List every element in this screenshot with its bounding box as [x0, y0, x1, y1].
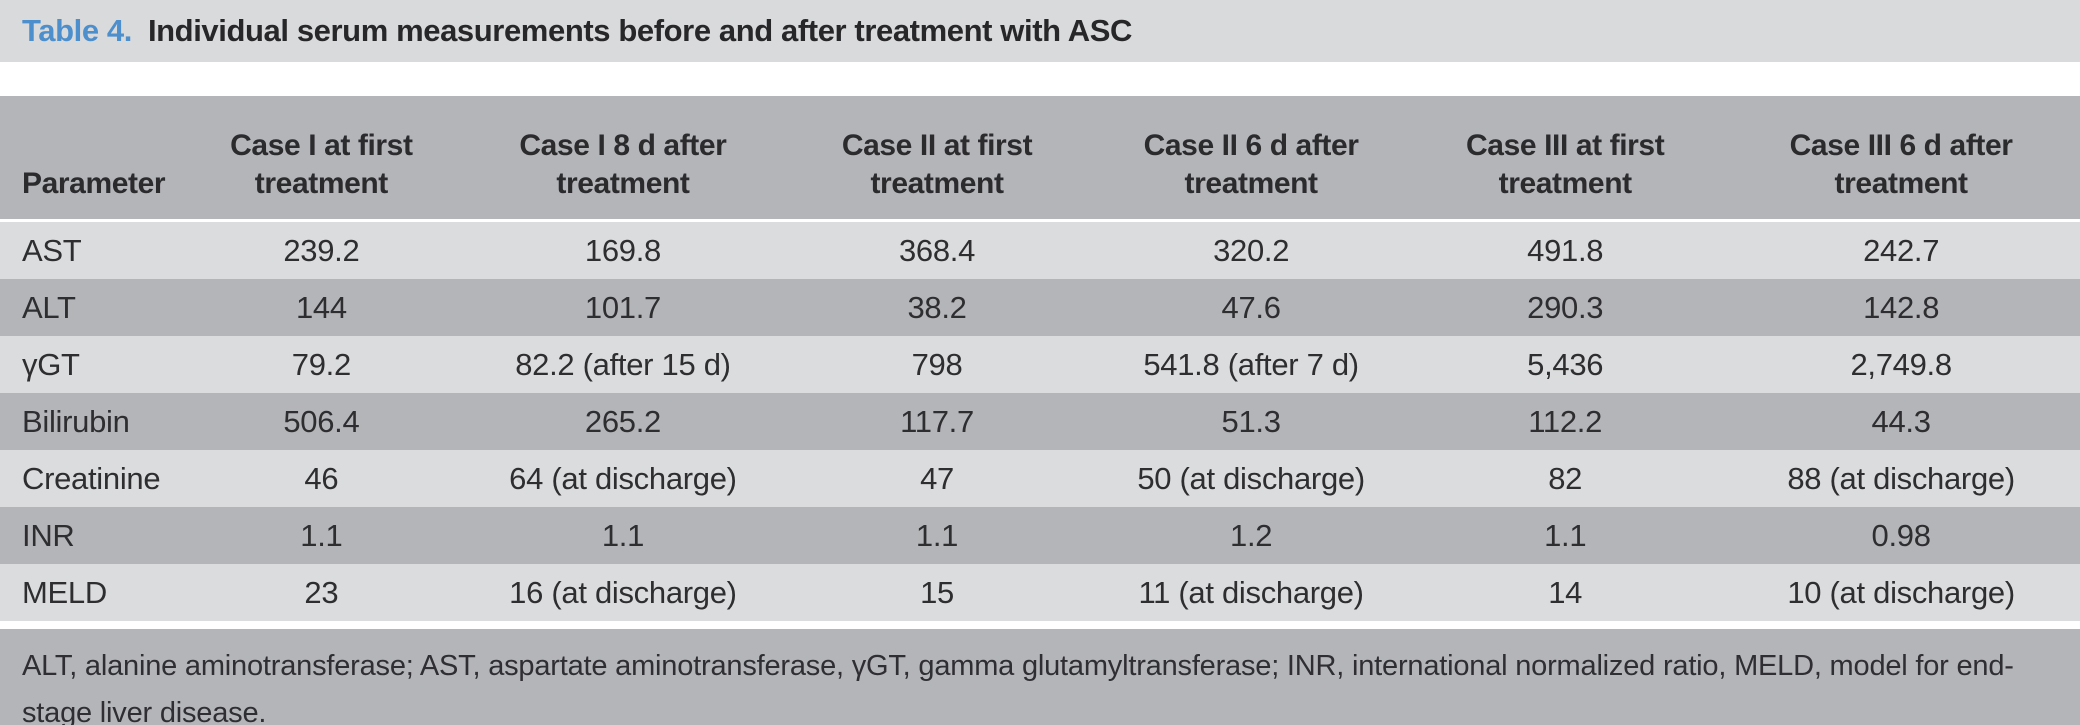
cell-alt-case3-after: 142.8 [1722, 279, 2080, 336]
cell-inr-case2-first: 1.1 [779, 507, 1095, 564]
table-row-ast: AST 239.2 169.8 368.4 320.2 491.8 242.7 [0, 220, 2080, 279]
column-header-case3-after: Case III 6 d after treatment [1722, 96, 2080, 222]
cell-meld-case3-first: 14 [1408, 564, 1723, 621]
table-row-inr: INR 1.1 1.1 1.1 1.2 1.1 0.98 [0, 507, 2080, 564]
cell-inr-case3-first: 1.1 [1408, 507, 1723, 564]
header-row: Parameter Case I at first treatment Case… [0, 96, 2080, 222]
cell-ast-case2-after: 320.2 [1094, 220, 1409, 279]
cell-ast-case3-first: 491.8 [1408, 220, 1723, 279]
cell-creatinine-case2-after: 50 (at discharge) [1094, 450, 1409, 507]
cell-meld-case1-first: 23 [176, 564, 466, 621]
cell-bilirubin-case2-first: 117.7 [779, 393, 1095, 450]
table-row-ggt: γGT 79.2 82.2 (after 15 d) 798 541.8 (af… [0, 336, 2080, 393]
cell-bilirubin-case3-after: 44.3 [1722, 393, 2080, 450]
row-label-ggt: γGT [0, 336, 177, 393]
cell-ggt-case1-after: 82.2 (after 15 d) [465, 336, 780, 393]
serum-measurements-table: Parameter Case I at first treatment Case… [0, 96, 2080, 621]
row-label-bilirubin: Bilirubin [0, 393, 177, 450]
cell-ggt-case3-first: 5,436 [1408, 336, 1723, 393]
column-header-case2-after: Case II 6 d after treatment [1094, 96, 1409, 222]
row-label-meld: MELD [0, 564, 177, 621]
table-number-label: Table 4. [22, 13, 132, 48]
cell-ggt-case2-after: 541.8 (after 7 d) [1094, 336, 1409, 393]
table-row-alt: ALT 144 101.7 38.2 47.6 290.3 142.8 [0, 279, 2080, 336]
cell-inr-case1-after: 1.1 [465, 507, 780, 564]
cell-ggt-case1-first: 79.2 [176, 336, 466, 393]
column-header-case3-first: Case III at first treatment [1408, 96, 1723, 222]
cell-bilirubin-case1-first: 506.4 [176, 393, 466, 450]
cell-inr-case2-after: 1.2 [1094, 507, 1409, 564]
cell-alt-case3-first: 290.3 [1408, 279, 1723, 336]
cell-meld-case3-after: 10 (at discharge) [1722, 564, 2080, 621]
row-label-alt: ALT [0, 279, 177, 336]
cell-meld-case2-after: 11 (at discharge) [1094, 564, 1409, 621]
table-title-bar: Table 4. Individual serum measurements b… [0, 0, 2080, 62]
row-label-inr: INR [0, 507, 177, 564]
table-row-creatinine: Creatinine 46 64 (at discharge) 47 50 (a… [0, 450, 2080, 507]
cell-meld-case2-first: 15 [779, 564, 1095, 621]
cell-alt-case2-after: 47.6 [1094, 279, 1409, 336]
footnote-gap [0, 621, 2080, 629]
cell-bilirubin-case2-after: 51.3 [1094, 393, 1409, 450]
table-row-meld: MELD 23 16 (at discharge) 15 11 (at disc… [0, 564, 2080, 621]
cell-ggt-case3-after: 2,749.8 [1722, 336, 2080, 393]
cell-ggt-case2-first: 798 [779, 336, 1095, 393]
row-label-creatinine: Creatinine [0, 450, 177, 507]
cell-alt-case2-first: 38.2 [779, 279, 1095, 336]
table-title-text: Individual serum measurements before and… [147, 13, 1132, 48]
title-header-gap [0, 62, 2080, 96]
cell-bilirubin-case3-first: 112.2 [1408, 393, 1723, 450]
column-header-case2-first: Case II at first treatment [779, 96, 1095, 222]
column-header-case1-first: Case I at first treatment [176, 96, 466, 222]
cell-creatinine-case2-first: 47 [779, 450, 1095, 507]
cell-alt-case1-first: 144 [176, 279, 466, 336]
cell-ast-case1-first: 239.2 [176, 220, 466, 279]
row-label-ast: AST [0, 220, 177, 279]
cell-inr-case1-first: 1.1 [176, 507, 466, 564]
table-footnote: ALT, alanine aminotransferase; AST, aspa… [0, 629, 2080, 725]
cell-alt-case1-after: 101.7 [465, 279, 780, 336]
cell-bilirubin-case1-after: 265.2 [465, 393, 780, 450]
cell-creatinine-case1-first: 46 [176, 450, 466, 507]
cell-ast-case1-after: 169.8 [465, 220, 780, 279]
cell-creatinine-case3-after: 88 (at discharge) [1722, 450, 2080, 507]
cell-creatinine-case3-first: 82 [1408, 450, 1723, 507]
column-header-case1-after: Case I 8 d after treatment [465, 96, 780, 222]
cell-meld-case1-after: 16 (at discharge) [465, 564, 780, 621]
table-row-bilirubin: Bilirubin 506.4 265.2 117.7 51.3 112.2 4… [0, 393, 2080, 450]
cell-creatinine-case1-after: 64 (at discharge) [465, 450, 780, 507]
cell-inr-case3-after: 0.98 [1722, 507, 2080, 564]
column-header-parameter: Parameter [0, 96, 177, 222]
cell-ast-case3-after: 242.7 [1722, 220, 2080, 279]
cell-ast-case2-first: 368.4 [779, 220, 1095, 279]
